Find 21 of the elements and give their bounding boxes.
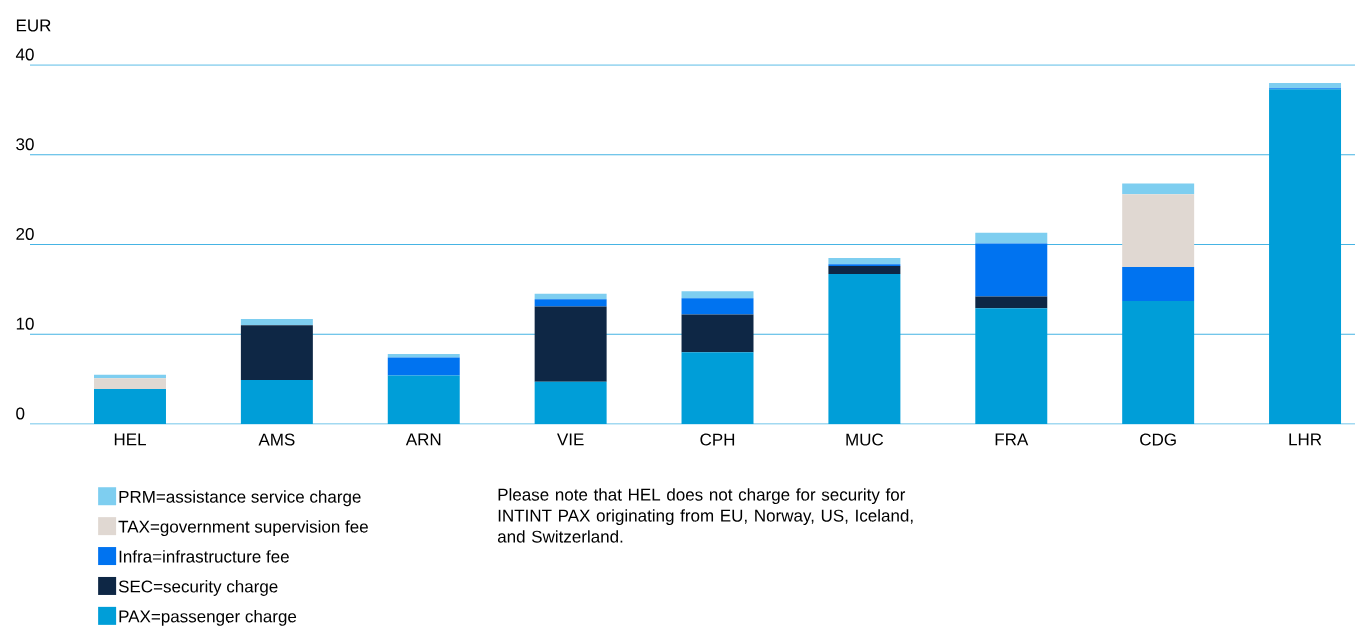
y-tick-label: 30	[16, 138, 34, 151]
y-tick-label: 20	[16, 227, 34, 240]
x-tick-label: VIE	[557, 433, 584, 446]
y-tick-label: 40	[15, 48, 34, 61]
x-tick-label: MUC	[846, 433, 884, 446]
legend-label: SEC=security charge	[118, 580, 278, 596]
y-tick-label: 10	[16, 317, 34, 330]
x-tick-label: CDG	[1140, 433, 1176, 446]
x-tick-label: ARN	[405, 433, 441, 446]
text: Please note that HEL does not charge for security for INTINT PAX originating from EU, Norway, US, Iceland, and Switzerland.	[497, 488, 913, 543]
x-tick-label: CPH	[700, 433, 735, 446]
y-tick-label: 0	[16, 407, 25, 420]
y-axis-title: EUR	[16, 19, 51, 32]
x-tick-label: HEL	[114, 433, 146, 446]
x-tick-label: AMS	[258, 433, 295, 446]
legend-label: PAX=passenger charge	[119, 609, 297, 626]
legend-label: TAX=government supervision fee	[118, 520, 368, 537]
legend-label: Infra=infrastructure fee	[119, 550, 289, 563]
legend-label: PRM=assistance service charge	[119, 490, 361, 507]
x-tick-label: FRA	[995, 433, 1029, 446]
x-tick-label: LHR	[1289, 433, 1322, 446]
